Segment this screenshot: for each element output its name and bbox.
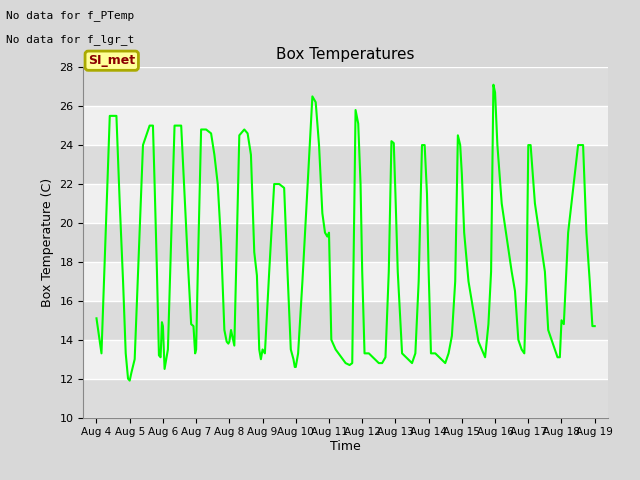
Bar [83, 340, 608, 379]
Bar [83, 184, 608, 223]
Bar [83, 106, 608, 145]
Bar [83, 67, 608, 106]
Title: Box Temperatures: Box Temperatures [276, 47, 415, 62]
Bar [83, 379, 608, 418]
Y-axis label: Box Temperature (C): Box Temperature (C) [41, 178, 54, 307]
Text: No data for f_PTemp: No data for f_PTemp [6, 10, 134, 21]
Text: SI_met: SI_met [88, 54, 135, 67]
X-axis label: Time: Time [330, 440, 361, 453]
Bar [83, 262, 608, 301]
Bar [83, 301, 608, 340]
Bar [83, 145, 608, 184]
Text: No data for f_lgr_t: No data for f_lgr_t [6, 34, 134, 45]
Bar [83, 223, 608, 262]
